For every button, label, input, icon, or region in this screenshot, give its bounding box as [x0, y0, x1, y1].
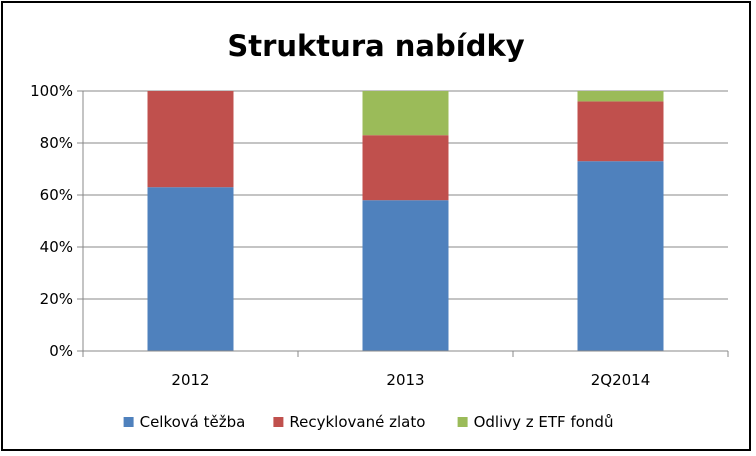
y-tick-label: 60%	[40, 186, 73, 204]
x-tick-label: 2013	[386, 371, 424, 389]
legend-swatch	[273, 417, 284, 427]
bar-segment	[577, 101, 664, 162]
legend-swatch	[457, 417, 468, 427]
chart-title: Struktura nabídky	[227, 29, 524, 63]
legend-label: Recyklované zlato	[289, 413, 425, 431]
bar-segment	[362, 135, 449, 201]
x-tick-label: 2012	[171, 371, 209, 389]
legend-swatch	[123, 417, 134, 427]
y-tick-label: 100%	[30, 82, 73, 100]
bar-segment	[577, 161, 664, 351]
legend: Celková těžba Recyklované zlato Odlivy z E…	[123, 413, 614, 431]
x-tick-label: 2Q2014	[591, 371, 651, 389]
y-tick-label: 80%	[40, 134, 73, 152]
y-tick-label: 40%	[40, 238, 73, 256]
legend-label: Odlivy z ETF fondů	[474, 413, 614, 431]
bar-segment	[362, 200, 449, 351]
y-tick-label: 20%	[40, 290, 73, 308]
bar-segment	[362, 91, 449, 136]
bar-segment	[147, 187, 234, 351]
legend-label: Celková těžba	[140, 413, 246, 431]
bar-segment	[147, 91, 234, 188]
bars	[147, 91, 664, 351]
x-axis: 2012 2013 2Q2014	[82, 350, 729, 389]
y-axis: 0% 20% 40% 60% 80% 100%	[30, 82, 84, 360]
y-tick-label: 0%	[49, 342, 73, 360]
bar-segment	[577, 91, 664, 102]
